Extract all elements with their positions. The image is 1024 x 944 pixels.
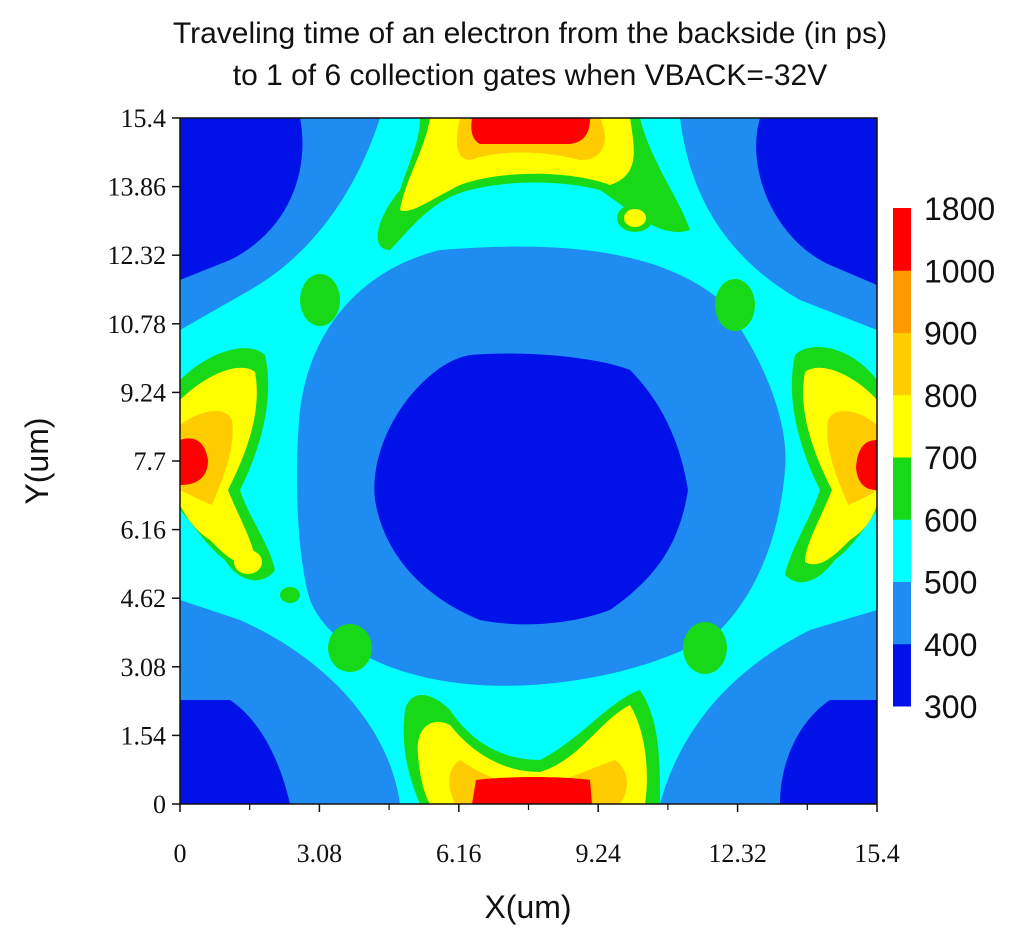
contour-level-1000-left	[180, 438, 208, 485]
colorbar-label: 900	[924, 316, 977, 352]
colorbar-swatch	[893, 643, 911, 707]
x-tick-label: 12.32	[708, 839, 767, 868]
colorbar-swatch	[893, 457, 911, 520]
y-tick-label: 12.32	[108, 241, 167, 270]
y-tick-label: 7.7	[134, 447, 167, 476]
x-tick-label: 15.4	[854, 839, 900, 868]
y-tick-label: 9.24	[121, 378, 167, 407]
y-tick-label: 1.54	[121, 721, 167, 750]
colorbar-swatch	[893, 332, 911, 396]
contour-plot-area	[180, 118, 877, 804]
contour-level-300-corner-br	[780, 700, 877, 804]
colorbar-label: 1000	[924, 253, 995, 289]
contour-level-300-corner-tr	[756, 118, 877, 285]
contour-island	[280, 587, 300, 603]
colorbar-swatch	[893, 519, 911, 582]
contour-island	[328, 624, 372, 672]
chart-title-line1: Traveling time of an electron from the b…	[172, 17, 888, 50]
y-axis-label: Y(um)	[19, 417, 55, 504]
y-tick-label: 3.08	[121, 653, 167, 682]
x-tick-label: 6.16	[436, 839, 482, 868]
x-axis-label: X(um)	[484, 889, 571, 925]
y-tick-label: 4.62	[121, 584, 167, 613]
colorbar-label: 700	[924, 440, 977, 476]
y-tick-label: 13.86	[108, 173, 167, 202]
contour-island	[300, 274, 340, 326]
y-tick-label: 15.4	[121, 104, 167, 133]
y-tick-label: 0	[153, 790, 166, 819]
colorbar-swatch	[893, 581, 911, 645]
y-tick-label: 10.78	[108, 310, 167, 339]
contour-island	[715, 279, 755, 331]
chart-title-line2: to 1 of 6 collection gates when VBACK=-3…	[232, 59, 828, 92]
colorbar-label: 1800	[924, 191, 995, 227]
contour-island	[234, 550, 262, 574]
x-tick-label: 9.24	[575, 839, 621, 868]
y-tick-label: 6.16	[121, 516, 167, 545]
x-axis-ticks: 0 3.08 6.16 9.24 12.32 15.4	[174, 804, 900, 868]
contour-level-1000-top	[471, 118, 590, 144]
contour-level-300-corner-tl	[180, 118, 303, 280]
contour-level-1000-right	[856, 440, 877, 490]
colorbar-label: 600	[924, 502, 977, 538]
colorbar-swatch	[893, 208, 911, 271]
contour-level-300-center	[374, 353, 688, 625]
x-tick-label: 0	[174, 839, 187, 868]
x-tick-label: 3.08	[297, 839, 343, 868]
colorbar-label: 300	[924, 689, 977, 725]
colorbar-label: 500	[924, 565, 977, 601]
y-axis-ticks: 0 1.54 3.08 4.62 6.16 7.7 9.24 10.78 12.32 13.86 1…	[108, 104, 180, 819]
colorbar-label: 400	[924, 627, 977, 663]
colorbar-swatch	[893, 270, 911, 333]
contour-level-300-corner-bl	[180, 700, 290, 804]
contour-spot-yellow	[624, 209, 646, 227]
colorbar: 1800 1000 900 800 700 600 500 400 300	[893, 191, 995, 725]
colorbar-label: 800	[924, 378, 977, 414]
contour-level-1000-bottom	[472, 777, 592, 804]
contour-island	[683, 622, 727, 674]
colorbar-swatch	[893, 394, 911, 458]
